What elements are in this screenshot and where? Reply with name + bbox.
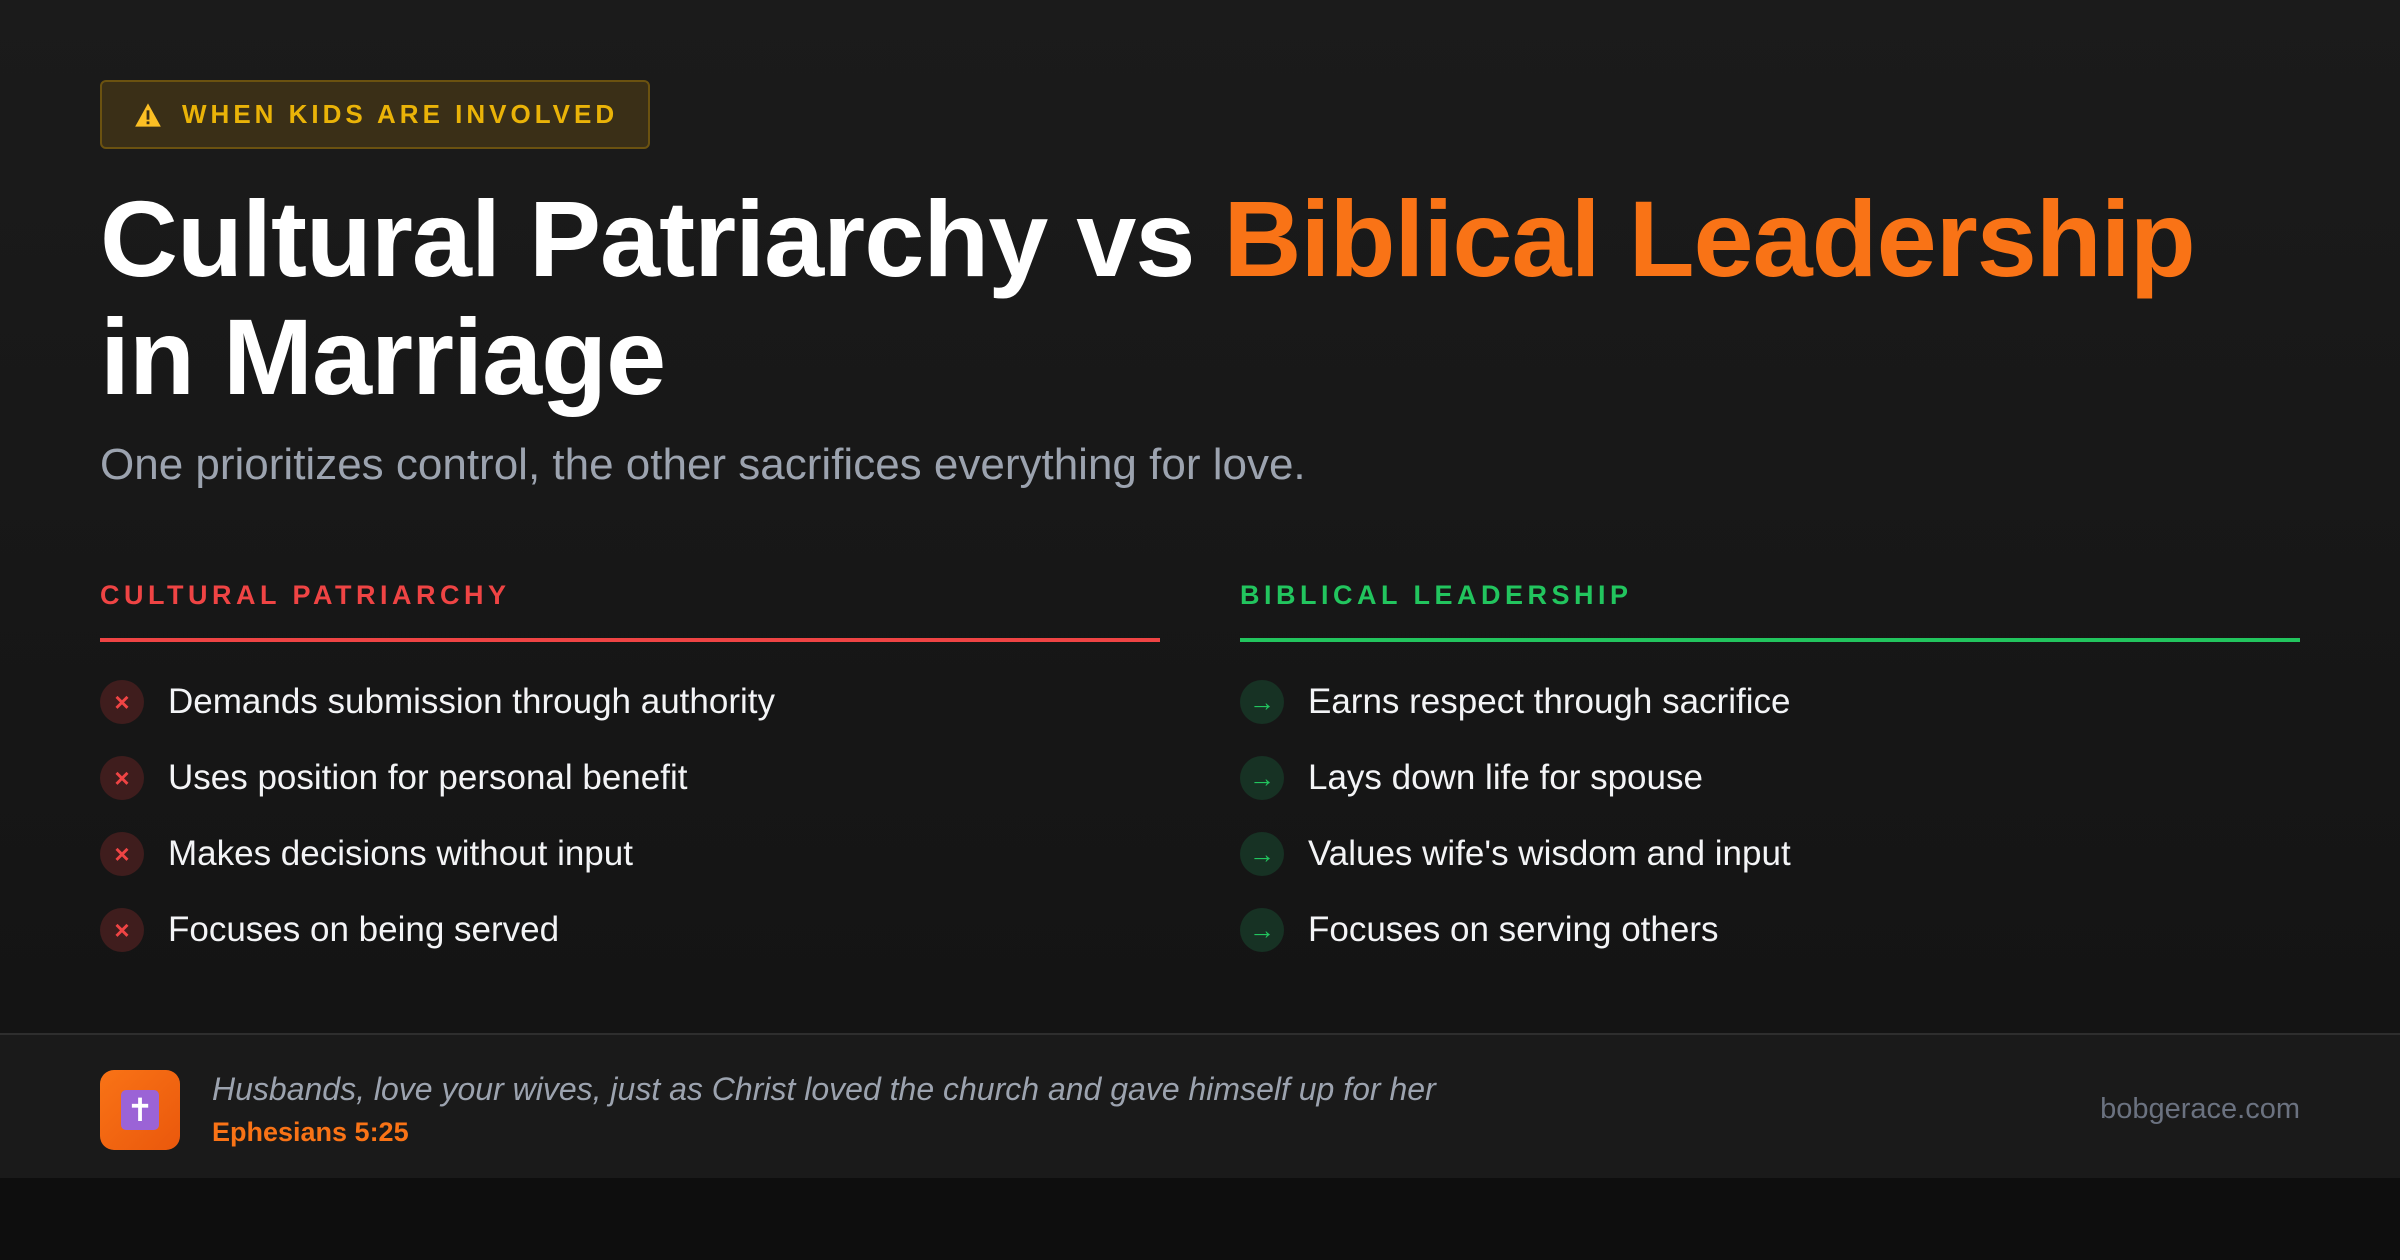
item-text: Earns respect through sacrifice xyxy=(1308,682,1791,721)
badge-label: WHEN KIDS ARE INVOLVED xyxy=(182,99,619,129)
page-title: Cultural Patriarchy vs Biblical Leadersh… xyxy=(100,180,2350,416)
list-item: × Demands submission through authority xyxy=(100,664,1160,740)
divider xyxy=(1240,638,2300,642)
list-item: → Earns respect through sacrifice xyxy=(1240,664,2300,740)
column-heading: BIBLICAL LEADERSHIP xyxy=(1240,580,1633,610)
divider xyxy=(100,638,1160,642)
list-item: × Uses position for personal benefit xyxy=(100,740,1160,816)
item-text: Demands submission through authority xyxy=(168,682,775,721)
x-icon: × xyxy=(100,832,144,876)
item-text: Lays down life for spouse xyxy=(1308,758,1703,797)
site-link[interactable]: bobgerace.com xyxy=(2100,1093,2300,1125)
arrow-right-icon: → xyxy=(1240,908,1284,952)
item-text: Focuses on being served xyxy=(168,910,560,949)
title-part2: in Marriage xyxy=(100,296,666,417)
scripture-quote: Husbands, love your wives, just as Chris… xyxy=(212,1071,1436,1107)
list-item: × Focuses on being served xyxy=(100,892,1160,968)
warning-badge: WHEN KIDS ARE INVOLVED xyxy=(100,80,650,149)
list-item: × Makes decisions without input xyxy=(100,816,1160,892)
item-text: Focuses on serving others xyxy=(1308,910,1719,949)
title-highlight: Biblical Leadership xyxy=(1223,178,2195,299)
column-cultural-patriarchy: CULTURAL PATRIARCHY × Demands submission … xyxy=(100,580,1160,968)
subtitle: One prioritizes control, the other sacri… xyxy=(100,440,1306,489)
x-icon: × xyxy=(100,756,144,800)
item-text: Makes decisions without input xyxy=(168,834,633,873)
column-biblical-leadership: BIBLICAL LEADERSHIP → Earns respect throu… xyxy=(1240,580,2300,968)
item-text: Values wife's wisdom and input xyxy=(1308,834,1791,873)
list-item: → Focuses on serving others xyxy=(1240,892,2300,968)
cross-icon: ✝ xyxy=(121,1090,159,1130)
column-heading: CULTURAL PATRIARCHY xyxy=(100,580,511,610)
title-part1: Cultural Patriarchy vs xyxy=(100,178,1224,299)
cross-icon-tile: ✝ xyxy=(100,1070,180,1150)
x-icon: × xyxy=(100,680,144,724)
main-panel: WHEN KIDS ARE INVOLVED Cultural Patriarc… xyxy=(0,0,2400,1035)
arrow-right-icon: → xyxy=(1240,680,1284,724)
arrow-right-icon: → xyxy=(1240,832,1284,876)
footer: ✝ Husbands, love your wives, just as Chr… xyxy=(0,1033,2400,1178)
item-text: Uses position for personal benefit xyxy=(168,758,688,797)
list-item: → Values wife's wisdom and input xyxy=(1240,816,2300,892)
x-icon: × xyxy=(100,908,144,952)
scripture-reference: Ephesians 5:25 xyxy=(212,1117,409,1147)
arrow-right-icon: → xyxy=(1240,756,1284,800)
warning-triangle-icon xyxy=(135,102,161,127)
list-item: → Lays down life for spouse xyxy=(1240,740,2300,816)
